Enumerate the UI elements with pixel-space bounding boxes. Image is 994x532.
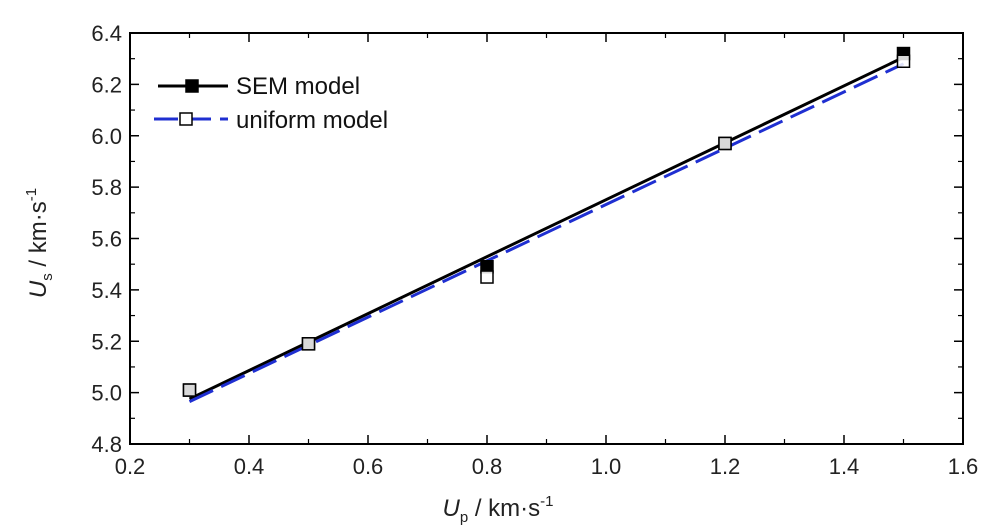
x-tick-label: 1.6	[948, 454, 979, 479]
y-tick-label: 5.6	[91, 227, 122, 252]
legend-label-sem: SEM model	[236, 73, 360, 100]
x-tick-label: 0.8	[472, 454, 503, 479]
data-point-series-1	[480, 270, 494, 284]
y-tick-label: 4.8	[91, 432, 122, 457]
x-tick-label: 0.2	[115, 454, 146, 479]
legend-label-uniform: uniform model	[236, 107, 388, 134]
data-point-series-1	[301, 337, 316, 351]
x-tick-label: 1.0	[591, 454, 622, 479]
x-tick-label: 1.2	[710, 454, 741, 479]
y-tick-label: 6.0	[91, 124, 122, 149]
y-tick-label: 5.2	[91, 329, 122, 354]
legend: SEM model uniform model	[154, 73, 388, 134]
y-tick-label: 6.4	[91, 21, 122, 46]
data-point-series-1	[182, 383, 197, 397]
legend-marker-uniform	[179, 112, 193, 126]
legend-entry-sem: SEM model	[158, 73, 360, 100]
data-point-series-1	[896, 54, 911, 69]
legend-entry-uniform: uniform model	[154, 107, 388, 134]
data-markers	[182, 46, 911, 397]
data-point-series-1	[718, 136, 732, 151]
y-tick-label: 6.2	[91, 72, 122, 97]
y-tick-label: 5.4	[91, 278, 122, 303]
x-tick-label: 0.6	[353, 454, 384, 479]
x-tick-label: 0.4	[234, 454, 265, 479]
y-axis-title: Us / km·s-1	[23, 188, 56, 298]
x-tick-label: 1.4	[829, 454, 860, 479]
x-axis-title: Up / km·s-1	[442, 493, 553, 526]
series-line-1	[188, 62, 905, 403]
legend-marker-sem	[185, 79, 199, 93]
y-tick-label: 5.0	[91, 381, 122, 406]
ticks: 0.2 0.4 0.6 0.8 1.0 1.2 1.4 1.6 4.8 5.0 5.2 5.4 5.6 5…	[91, 21, 978, 479]
y-tick-label: 5.8	[91, 175, 122, 200]
